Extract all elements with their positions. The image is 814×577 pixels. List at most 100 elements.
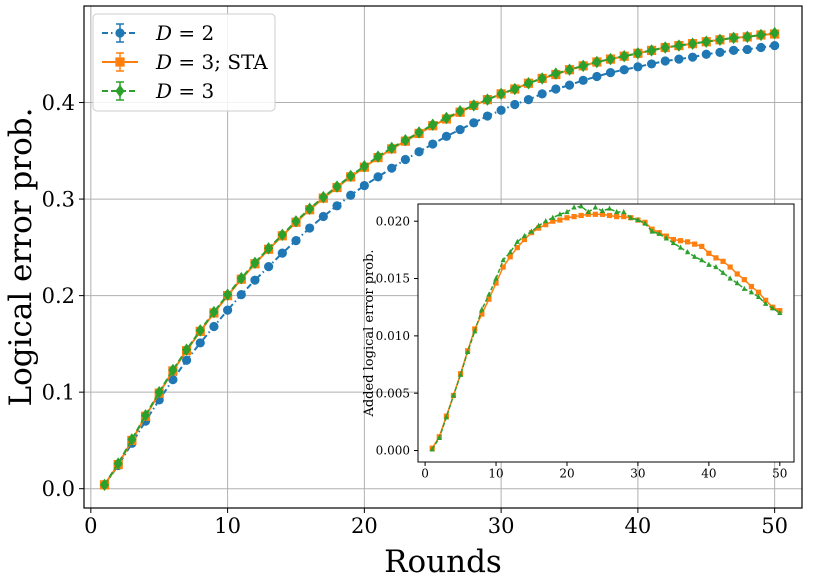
inset-series-d-3-sta-point-35 bbox=[677, 238, 684, 244]
inset-series-d-3-point-41 bbox=[720, 269, 726, 275]
inset-ticks: 0 10 20 30 40 50 0.000 0.005 0.010 0.015 0.020 bbox=[376, 214, 788, 480]
main-series-d-2-point-38 bbox=[619, 65, 629, 75]
main-series-d-3-point-24 bbox=[428, 118, 438, 131]
main-ticks: 0 10 20 30 40 50 0.0 0.1 0.2 0.3 0.4 bbox=[42, 91, 788, 538]
inset-series bbox=[429, 204, 783, 452]
main-series-d-3-point-25 bbox=[441, 111, 452, 125]
inset-y-axis-label: Added logical error prob. bbox=[362, 249, 377, 417]
main-series-d-3-point-40 bbox=[646, 44, 657, 57]
main-axes-frame bbox=[83, 5, 803, 509]
main-series-d-2-point-27 bbox=[469, 118, 479, 128]
main-series-d-2-point-36 bbox=[592, 71, 602, 82]
inset-series-d-3-point-15 bbox=[536, 222, 542, 228]
main-y-tick-label-0: 0.0 bbox=[42, 477, 75, 501]
inset-series-d-3-sta-point-47 bbox=[763, 297, 769, 303]
main-series-d-2-point-26 bbox=[455, 124, 465, 135]
main-series-d-3-point-6 bbox=[181, 343, 192, 356]
inset-series-d-3-sta-point-17 bbox=[550, 218, 556, 224]
inset-series-d-3-sta-point-46 bbox=[755, 289, 762, 295]
inset-series-d-3-sta-point-7 bbox=[479, 311, 485, 317]
main-y-tick-label-3: 0.3 bbox=[42, 187, 75, 211]
inset-series-d-3-sta-point-10 bbox=[500, 264, 506, 270]
inset-series-d-3-point-27 bbox=[621, 208, 627, 215]
main-series-d-2-point-35 bbox=[578, 75, 588, 85]
main-series-d-3-point-9 bbox=[223, 288, 233, 301]
inset-series-d-3-point-18 bbox=[557, 211, 563, 217]
inset-series-d-3-sta-point-44 bbox=[741, 277, 747, 283]
main-series-d-3-point-13 bbox=[277, 228, 287, 242]
inset-series-d-3-point-42 bbox=[727, 275, 733, 281]
main-series-d-3-point-1 bbox=[113, 457, 123, 470]
main-series-d-2-point-31 bbox=[523, 95, 534, 105]
main-series-d-2-point-9 bbox=[223, 305, 233, 315]
main-series-d-3-point-44 bbox=[701, 35, 711, 48]
inset-series-d-3-point-14 bbox=[528, 228, 535, 234]
inset-series-d-3-point-38 bbox=[699, 257, 705, 263]
inset-series-d-3-point-9 bbox=[493, 275, 499, 281]
inset-series-d-3-sta-point-15 bbox=[536, 225, 542, 231]
inset-series-d-3-point-34 bbox=[670, 239, 676, 246]
inset-y-tick-label-2: 0.010 bbox=[376, 329, 410, 343]
main-series-d-3-point-23 bbox=[414, 126, 424, 139]
inset-series-d-3-sta-point-36 bbox=[684, 239, 691, 245]
inset-y-tick-label-4: 0.020 bbox=[376, 214, 410, 228]
main-series-d-3-point-14 bbox=[291, 215, 301, 228]
main-grid bbox=[84, 6, 802, 508]
main-series-d-2-point-15 bbox=[305, 223, 315, 233]
inset-series-d-3-sta-point-12 bbox=[514, 244, 520, 251]
inset-series-d-3-sta-point-9 bbox=[493, 280, 499, 286]
main-series-d-2-point-6 bbox=[181, 355, 192, 365]
main-series-d-2-point-24 bbox=[428, 139, 438, 149]
main-series-d-3 bbox=[99, 26, 780, 492]
legend-label-eq-0: = 2 bbox=[172, 21, 214, 45]
main-series-d-3-point-2 bbox=[127, 433, 137, 446]
main-series-d-2-point-42 bbox=[674, 54, 684, 64]
legend-marker-point-2 bbox=[115, 84, 125, 98]
inset-series-d-3-point-10 bbox=[500, 257, 506, 263]
main-x-tick-label-1: 10 bbox=[214, 514, 241, 538]
inset-series-d-3-point-31 bbox=[649, 228, 655, 234]
legend-label-var-2: D bbox=[155, 79, 172, 103]
main-series-d-3-point-3 bbox=[140, 409, 151, 422]
main-series-d-2-point-23 bbox=[414, 147, 424, 157]
inset-series-d-3-point-26 bbox=[614, 208, 620, 215]
main-series-d-2-point-49 bbox=[770, 40, 780, 51]
inset-series-d-3-point-8 bbox=[486, 291, 492, 297]
inset-x-tick-label-4: 40 bbox=[701, 466, 716, 480]
main-series-d-2-point-29 bbox=[496, 105, 506, 115]
legend-entry-0: D = 2 bbox=[102, 21, 214, 45]
main-series-d-3-point-5 bbox=[168, 363, 178, 377]
legend-label-eq-2: = 3 bbox=[172, 79, 214, 103]
main-series-d-3-point-26 bbox=[455, 105, 465, 118]
main-series-d-3-point-15 bbox=[305, 202, 315, 215]
main-x-axis-label: Rounds bbox=[384, 544, 502, 577]
inset-series-d-3-point-22 bbox=[585, 208, 591, 215]
inset-series-d-3-point-3 bbox=[450, 392, 457, 398]
inset-series-d-3-sta-point-38 bbox=[699, 243, 705, 250]
inset-x-tick-label-5: 50 bbox=[772, 466, 787, 480]
inset-series-d-3-sta-point-21 bbox=[578, 212, 584, 219]
main-series-d-3-point-28 bbox=[482, 93, 493, 106]
main-series-d-2-point-40 bbox=[646, 59, 657, 69]
inset-axes-frame bbox=[417, 203, 795, 463]
inset-series-d-3-line bbox=[431, 205, 781, 450]
main-series-d-3-point-39 bbox=[633, 47, 643, 60]
main-series-d-2-point-16 bbox=[318, 211, 328, 222]
main-series-d-2-point-21 bbox=[387, 163, 397, 173]
inset-series-d-3-sta-point-40 bbox=[713, 255, 719, 261]
legend-label-var-1: D bbox=[155, 50, 172, 74]
main-series-d-3-point-47 bbox=[742, 30, 752, 44]
main-series-d-3-point-12 bbox=[264, 242, 274, 255]
inset-series-d-3-sta-point-34 bbox=[670, 236, 676, 243]
inset-x-tick-label-2: 20 bbox=[559, 466, 574, 480]
main-series-d-2-point-20 bbox=[373, 172, 383, 182]
main-series-d-3-point-27 bbox=[469, 99, 479, 112]
main-x-tick-label-0: 0 bbox=[84, 514, 97, 538]
inset-series-d-3 bbox=[429, 204, 783, 452]
inset-series-d-3-point-33 bbox=[663, 235, 669, 241]
legend-label-2: D = 3 bbox=[155, 79, 214, 103]
inset-series-d-3-point-24 bbox=[599, 207, 606, 213]
legend-entry-2: D = 3 bbox=[102, 79, 214, 103]
main-series-d-3-point-29 bbox=[496, 87, 506, 101]
main-series-d-2-point-8 bbox=[209, 321, 219, 332]
